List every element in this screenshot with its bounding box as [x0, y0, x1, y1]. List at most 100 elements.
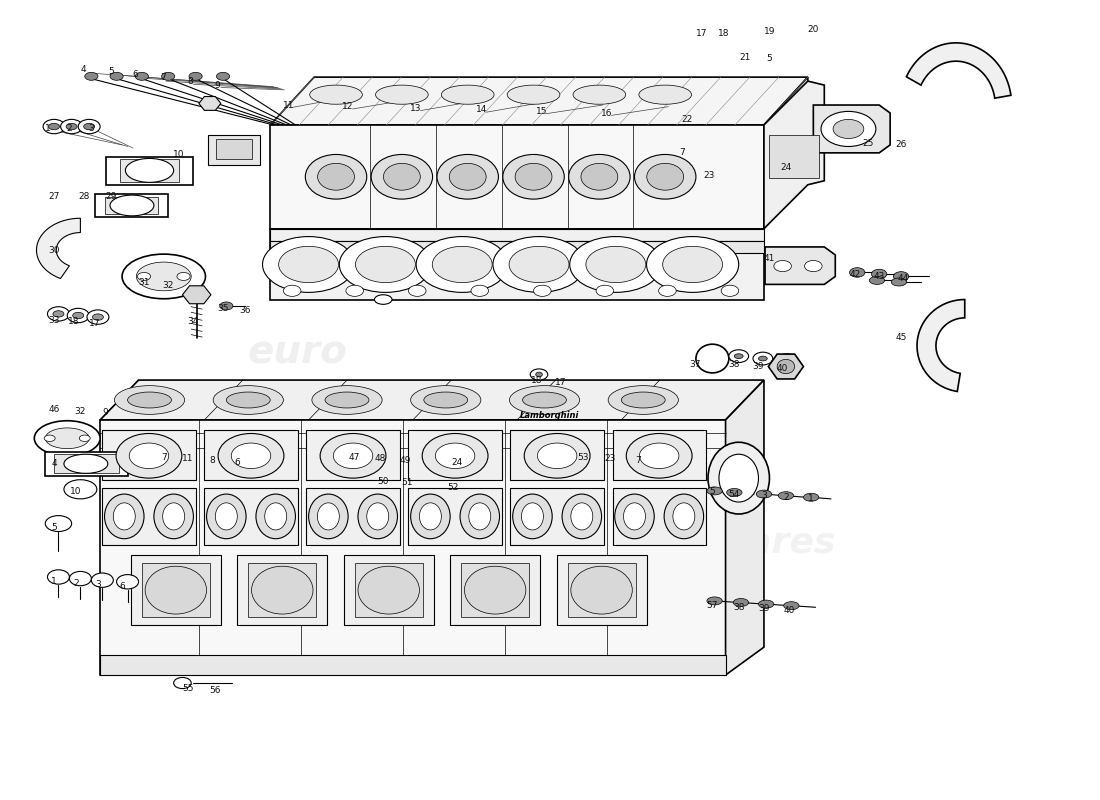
Ellipse shape [113, 503, 135, 530]
Text: 3: 3 [88, 125, 95, 134]
Ellipse shape [135, 72, 149, 80]
Text: 2: 2 [67, 125, 73, 134]
Text: 10: 10 [70, 487, 81, 496]
Ellipse shape [562, 494, 602, 538]
Text: 17: 17 [695, 29, 707, 38]
Ellipse shape [217, 72, 230, 80]
Ellipse shape [73, 312, 84, 318]
Text: rospares: rospares [373, 383, 551, 417]
Bar [131, 555, 221, 625]
Ellipse shape [371, 154, 432, 199]
Polygon shape [106, 157, 194, 185]
Bar [408, 488, 502, 545]
Text: 39: 39 [758, 604, 770, 614]
Text: 18: 18 [68, 318, 79, 326]
Text: 1: 1 [45, 125, 51, 134]
Ellipse shape [312, 386, 382, 414]
Ellipse shape [79, 435, 90, 442]
Polygon shape [764, 77, 807, 229]
Ellipse shape [707, 487, 723, 495]
Ellipse shape [189, 72, 202, 80]
Ellipse shape [571, 566, 632, 614]
Ellipse shape [493, 237, 585, 292]
Text: 51: 51 [402, 478, 414, 487]
Text: 23: 23 [703, 170, 715, 180]
Polygon shape [95, 194, 168, 217]
Text: rospares: rospares [658, 526, 837, 561]
Ellipse shape [782, 358, 791, 362]
Ellipse shape [87, 310, 109, 324]
Ellipse shape [719, 454, 759, 502]
Ellipse shape [138, 273, 151, 281]
Text: 3: 3 [95, 581, 101, 590]
Ellipse shape [384, 163, 420, 190]
Ellipse shape [45, 428, 89, 449]
Text: 19: 19 [763, 27, 776, 36]
Polygon shape [271, 77, 807, 125]
Text: 6: 6 [132, 70, 139, 79]
Bar [217, 139, 252, 159]
Text: 23: 23 [605, 454, 616, 463]
Polygon shape [271, 125, 764, 229]
Ellipse shape [284, 286, 301, 296]
Ellipse shape [408, 286, 426, 296]
Ellipse shape [469, 503, 491, 530]
Text: 36: 36 [239, 306, 251, 315]
Bar [461, 563, 529, 617]
Ellipse shape [256, 494, 296, 538]
Ellipse shape [509, 386, 580, 414]
Ellipse shape [525, 434, 590, 478]
Polygon shape [199, 97, 221, 110]
Ellipse shape [586, 246, 646, 282]
Ellipse shape [422, 434, 488, 478]
Ellipse shape [615, 494, 654, 538]
Ellipse shape [231, 443, 271, 469]
Text: 27: 27 [48, 192, 59, 202]
Text: 54: 54 [728, 490, 740, 498]
Ellipse shape [735, 354, 744, 358]
Polygon shape [764, 81, 824, 229]
Ellipse shape [626, 434, 692, 478]
Ellipse shape [278, 246, 339, 282]
Ellipse shape [45, 515, 72, 531]
Polygon shape [104, 197, 158, 214]
Ellipse shape [570, 237, 662, 292]
Ellipse shape [145, 566, 207, 614]
Polygon shape [271, 241, 764, 253]
Bar [307, 430, 399, 480]
Text: 53: 53 [578, 453, 588, 462]
Ellipse shape [471, 286, 488, 296]
Text: 25: 25 [862, 138, 873, 148]
Text: 26: 26 [895, 140, 906, 150]
Text: 1: 1 [808, 494, 814, 503]
Text: 2: 2 [783, 493, 789, 502]
Text: 7: 7 [161, 453, 167, 462]
Ellipse shape [34, 421, 100, 456]
Ellipse shape [722, 286, 739, 296]
Bar [307, 488, 399, 545]
Text: 5: 5 [52, 523, 57, 532]
Polygon shape [100, 420, 726, 675]
Ellipse shape [608, 386, 679, 414]
Ellipse shape [128, 392, 172, 408]
Text: 38: 38 [728, 360, 740, 369]
Ellipse shape [708, 442, 769, 514]
Polygon shape [120, 159, 179, 182]
Text: 38: 38 [733, 602, 745, 612]
Text: 8: 8 [209, 456, 214, 465]
Text: 2: 2 [74, 579, 79, 588]
Ellipse shape [216, 503, 238, 530]
Ellipse shape [538, 443, 576, 469]
Ellipse shape [424, 392, 468, 408]
Ellipse shape [621, 392, 665, 408]
Ellipse shape [116, 434, 182, 478]
Ellipse shape [596, 286, 614, 296]
Bar [510, 430, 604, 480]
Text: 31: 31 [139, 278, 150, 286]
Ellipse shape [821, 111, 876, 146]
Ellipse shape [47, 306, 69, 321]
Text: 3: 3 [761, 491, 767, 500]
Ellipse shape [358, 494, 397, 538]
Polygon shape [768, 354, 803, 379]
Bar [205, 488, 298, 545]
